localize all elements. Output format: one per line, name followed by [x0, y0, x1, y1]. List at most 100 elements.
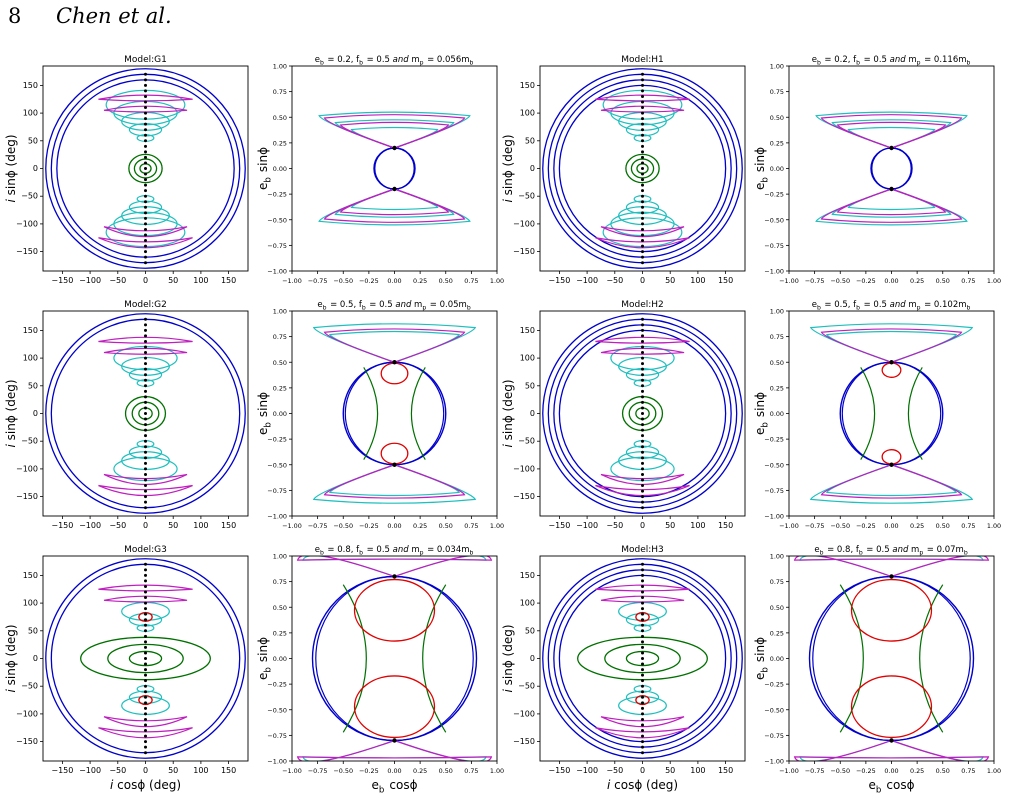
- x-tick-label: 1.00: [987, 277, 1001, 285]
- red-orbit: [850, 578, 933, 642]
- equilibrium-dot: [144, 161, 147, 165]
- plot-area: [312, 323, 477, 504]
- equilibrium-dot: [641, 400, 644, 404]
- y-tick-label: 0.75: [273, 578, 287, 586]
- chart-title: eb = 0.2, fb = 0.5 and mp = 0.056mb: [315, 55, 475, 67]
- equilibrium-dot: [144, 673, 147, 677]
- y-tick-label: 0.50: [770, 114, 784, 122]
- magenta-orbit: [595, 484, 690, 497]
- equilibrium-dot: [641, 395, 644, 399]
- green-orbit: [342, 584, 367, 733]
- cyan-orbit: [618, 206, 667, 226]
- plot-frame: [291, 310, 498, 517]
- equilibrium-dot: [144, 562, 147, 566]
- equilibrium-dot: [641, 461, 644, 465]
- equilibrium-dot: [144, 596, 147, 600]
- equilibrium-dot: [144, 233, 147, 237]
- chart-panel: eb = 0.2, fb = 0.5 and mp = 0.116mb −1.0…: [753, 55, 1001, 285]
- magenta-orbit: [820, 188, 963, 223]
- chart-panel: Model:G1 −150 −100 −50 0 50 100 150 150 100 50 0 −50…: [4, 55, 249, 285]
- equilibrium-dot: [144, 439, 147, 443]
- blue-orbit: [542, 68, 743, 269]
- x-tick-label: −150: [548, 276, 570, 285]
- equilibrium-dot: [641, 389, 644, 393]
- equilibrium-dot: [641, 579, 644, 583]
- equilibrium-dot: [641, 194, 644, 198]
- x-tick-label: 0: [640, 766, 645, 775]
- green-orbit: [133, 158, 158, 179]
- y-tick-label: 0: [33, 164, 38, 173]
- y-axis-label: i sinϕ (deg): [4, 134, 18, 202]
- x-tick-label: −100: [79, 276, 101, 285]
- x-tick-label: −1.00: [282, 277, 302, 285]
- x-tick-label: 0.00: [884, 767, 898, 775]
- equilibrium-dot: [144, 701, 147, 705]
- equilibrium-dot: [641, 139, 644, 143]
- x-tick-label: −150: [51, 521, 73, 530]
- x-tick-label: 0: [640, 276, 645, 285]
- magenta-orbit: [98, 237, 193, 249]
- equilibrium-dot: [641, 362, 644, 366]
- x-tick-label: 0.50: [439, 522, 453, 530]
- equilibrium-dot: [144, 450, 147, 454]
- equilibrium-dot: [641, 495, 644, 499]
- equilibrium-dot: [641, 94, 644, 98]
- equilibrium-dot: [144, 216, 147, 220]
- y-tick-label: 150: [520, 326, 535, 335]
- equilibrium-dot: [144, 601, 147, 605]
- equilibrium-dot: [144, 178, 147, 182]
- plot-area: [45, 558, 246, 759]
- magenta-orbit: [793, 739, 990, 761]
- x-tick-label: 0: [143, 766, 148, 775]
- x-tick-label: −0.25: [359, 277, 379, 285]
- x-tick-label: −100: [79, 521, 101, 530]
- x-tick-label: 0.00: [387, 522, 401, 530]
- cyan-orbit: [815, 111, 968, 149]
- x-tick-label: −1.00: [779, 277, 799, 285]
- equilibrium-dot: [641, 78, 644, 82]
- cyan-orbit: [809, 464, 974, 504]
- equilibrium-dot: [144, 400, 147, 404]
- equilibrium-dot: [641, 406, 644, 410]
- equilibrium-dot: [889, 145, 894, 151]
- cyan-orbit: [618, 451, 667, 471]
- magenta-orbit: [339, 188, 450, 216]
- y-axis-label: i sinϕ (deg): [4, 379, 18, 447]
- equilibrium-dot: [641, 200, 644, 204]
- equilibrium-dot: [641, 128, 644, 132]
- equilibrium-dot: [144, 629, 147, 633]
- equilibrium-dot: [641, 161, 644, 165]
- equilibrium-dot: [889, 574, 894, 579]
- y-tick-label: −0.75: [267, 242, 287, 250]
- equilibrium-dot: [641, 640, 644, 644]
- chart-title: Model:H1: [621, 55, 664, 65]
- y-tick-label: 0.75: [273, 333, 287, 341]
- y-tick-label: 0.25: [273, 384, 287, 392]
- equilibrium-dot: [641, 345, 644, 349]
- x-tick-label: 1.00: [490, 522, 504, 530]
- equilibrium-dot: [144, 679, 147, 683]
- equilibrium-dot: [641, 456, 644, 460]
- equilibrium-dot: [144, 133, 147, 137]
- equilibrium-dot: [144, 495, 147, 499]
- x-tick-label: 50: [665, 276, 675, 285]
- x-tick-label: −50: [109, 276, 126, 285]
- chart-panel: Model:G3 −150 −100 −50 0 50 100 150 150 100 50 0 −50…: [4, 545, 249, 792]
- plot-area: [809, 323, 974, 504]
- x-tick-label: −0.25: [856, 277, 876, 285]
- equilibrium-dot: [641, 367, 644, 371]
- equilibrium-dot: [641, 740, 644, 744]
- equilibrium-dot: [144, 723, 147, 727]
- x-tick-label: −0.75: [308, 522, 328, 530]
- equilibrium-dot: [144, 573, 147, 577]
- x-tick-label: 100: [690, 766, 705, 775]
- equilibrium-dot: [144, 167, 147, 170]
- equilibrium-dot: [641, 489, 644, 493]
- magenta-orbit: [296, 556, 493, 578]
- cyan-orbit: [121, 111, 170, 131]
- equilibrium-dot: [641, 472, 644, 476]
- equilibrium-dot: [144, 706, 147, 710]
- cyan-orbit: [121, 696, 170, 716]
- y-tick-label: −0.75: [267, 487, 287, 495]
- equilibrium-dot: [392, 462, 397, 467]
